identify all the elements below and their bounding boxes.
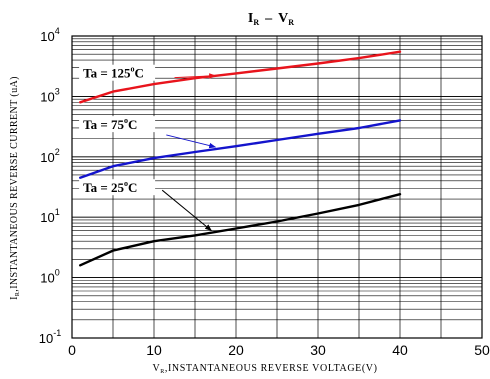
x-tick-label: 20 <box>228 342 244 358</box>
series-label-bg <box>79 116 156 133</box>
y-tick-label: 101 <box>40 207 59 225</box>
title-ir-main: I <box>248 11 253 26</box>
title-dash: – <box>264 11 273 26</box>
y-tick-label: 102 <box>40 147 59 165</box>
ylabel-sub: R <box>15 292 21 296</box>
y-tick-exponent: -1 <box>53 328 61 338</box>
x-tick-label: 40 <box>392 342 408 358</box>
series-label-text: Ta = 25 <box>83 180 124 195</box>
series-label-degree: o <box>130 65 134 74</box>
y-tick-exponent: 1 <box>55 207 60 217</box>
series-label-arrow <box>174 73 217 79</box>
series-label-unit: C <box>128 180 137 195</box>
series-label: Ta = 125oC <box>83 65 144 81</box>
series-label-text: Ta = 75 <box>83 117 124 132</box>
series-label-arrow <box>166 134 217 149</box>
ylabel-rest: ,INSTANTANEOUS REVERSE CURRENT (uA) <box>9 76 20 292</box>
series-label-degree: o <box>124 179 128 188</box>
series-label: Ta = 75oC <box>83 116 137 132</box>
xlabel-sub: R <box>160 369 165 375</box>
x-tick-label: 50 <box>474 342 490 358</box>
x-tick-label: 0 <box>68 342 76 358</box>
y-tick-base: 10 <box>39 331 53 346</box>
y-tick-label: 100 <box>40 268 59 286</box>
y-tick-label: 103 <box>40 86 59 104</box>
series-line <box>78 50 402 104</box>
y-axis-label: IR,INSTANTANEOUS REVERSE CURRENT (uA) <box>9 76 21 300</box>
y-tick-label: 10-1 <box>39 328 61 346</box>
x-tick-label: 10 <box>146 342 162 358</box>
title-vr-main: V <box>278 11 288 26</box>
grid <box>72 36 482 338</box>
title-ir-sub: R <box>253 18 259 27</box>
series-line <box>78 119 402 179</box>
series-label-bg <box>79 64 156 81</box>
y-tick-exponent: 3 <box>55 86 60 96</box>
series-line <box>78 192 402 267</box>
xlabel-main: V <box>152 363 160 374</box>
y-tick-base: 10 <box>40 89 54 104</box>
series-label-arrow <box>161 189 212 232</box>
x-tick-label: 30 <box>310 342 326 358</box>
y-tick-exponent: 2 <box>55 147 60 157</box>
x-tick-labels: 0 10 20 30 40 50 <box>68 342 490 358</box>
series-label-unit: C <box>128 117 137 132</box>
series-label: Ta = 25oC <box>83 179 137 195</box>
series-label-unit: C <box>134 66 143 81</box>
series-label-degree: o <box>124 116 128 125</box>
y-tick-base: 10 <box>40 210 54 225</box>
y-tick-exponent: 0 <box>55 268 60 278</box>
y-tick-exponent: 4 <box>55 26 60 36</box>
y-tick-base: 10 <box>40 29 54 44</box>
plot-frame <box>71 35 483 339</box>
series-label-text: Ta = 125 <box>83 66 131 81</box>
ylabel-main: I <box>9 296 20 300</box>
y-tick-base: 10 <box>40 150 54 165</box>
y-tick-base: 10 <box>40 271 54 286</box>
x-axis-label: VR,INSTANTANEOUS REVERSE VOLTAGE(V) <box>152 363 377 375</box>
series-label-bg <box>79 179 156 196</box>
title-vr-sub: R <box>288 18 294 27</box>
chart-title: IR – VR <box>248 11 294 27</box>
series-group <box>78 50 402 267</box>
xlabel-rest: ,INSTANTANEOUS REVERSE VOLTAGE(V) <box>165 363 378 374</box>
y-tick-label: 104 <box>40 26 59 44</box>
